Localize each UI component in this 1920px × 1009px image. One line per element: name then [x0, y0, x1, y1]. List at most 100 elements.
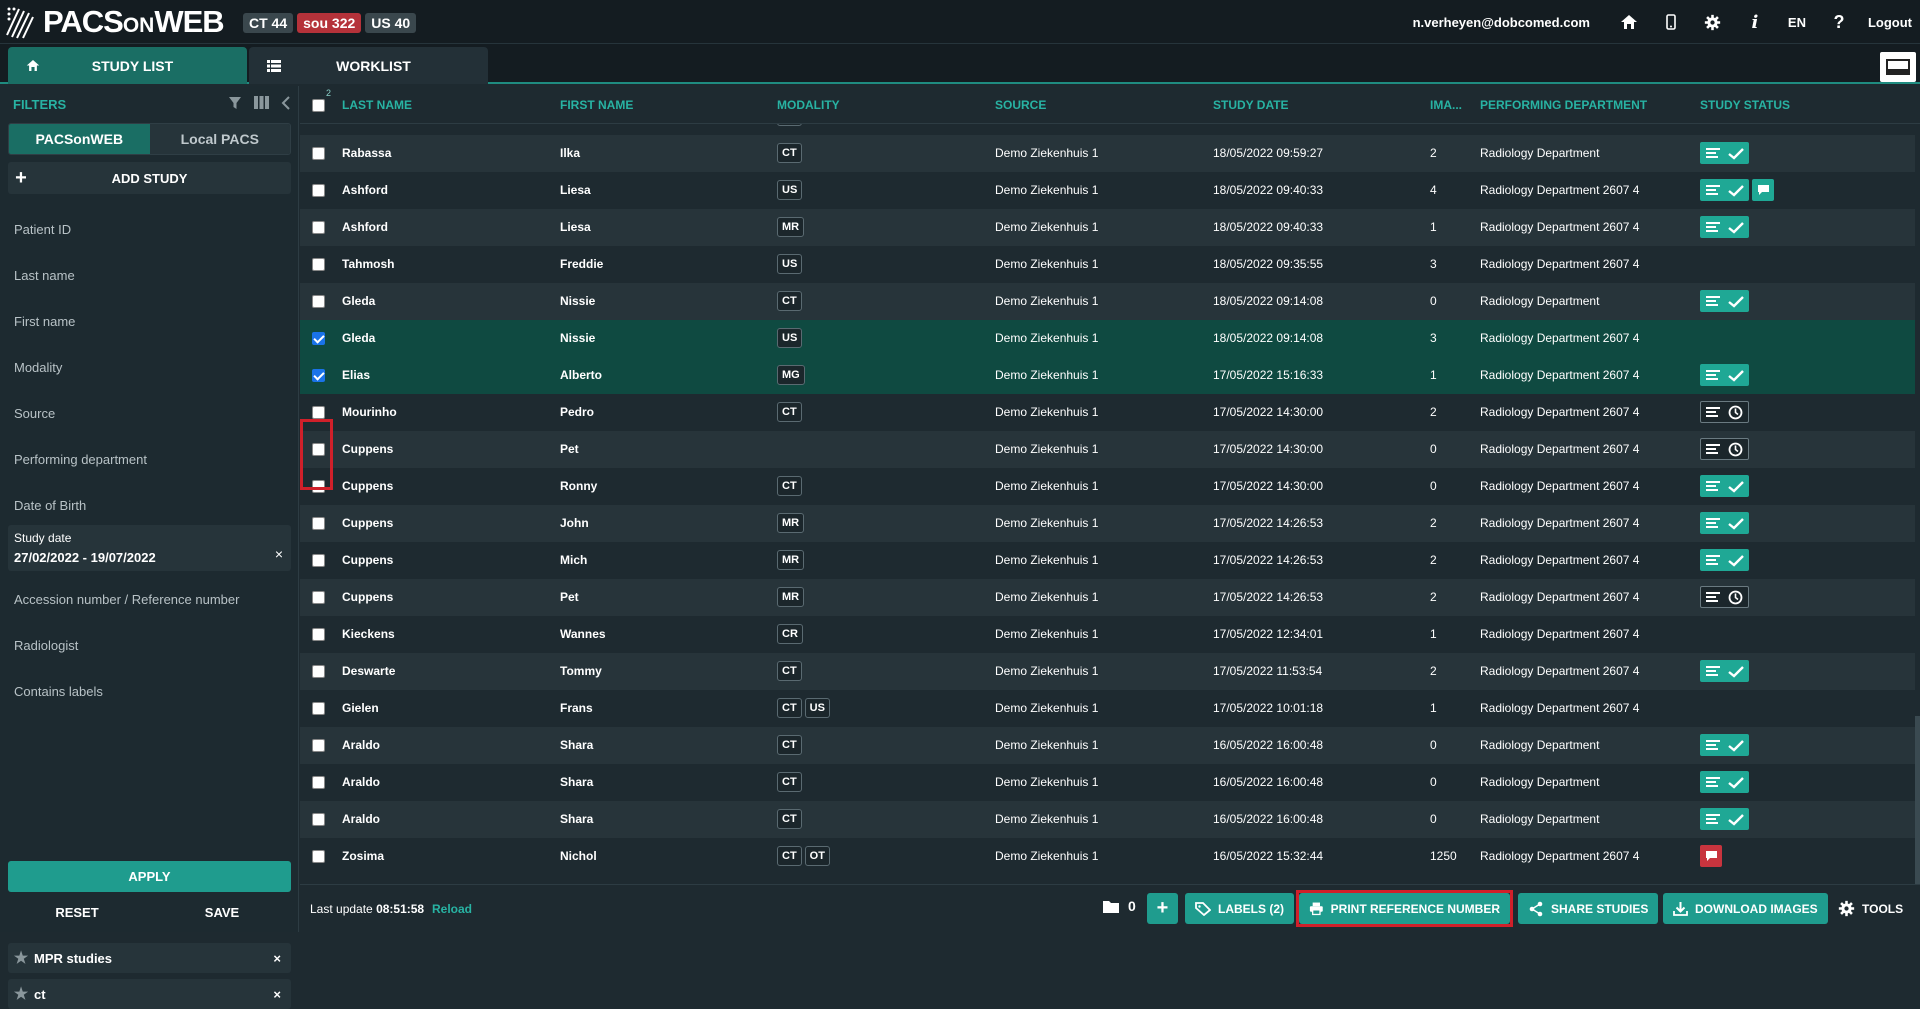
report-pending-status-icon[interactable] — [1700, 438, 1749, 460]
table-row[interactable]: Gielen Frans CT US Demo Ziekenhuis 1 17/05/20… — [300, 690, 1915, 727]
comment-icon[interactable] — [1752, 179, 1774, 201]
select-all-checkbox[interactable] — [312, 99, 325, 112]
row-checkbox[interactable] — [312, 295, 325, 308]
user-email[interactable]: n.verheyen@dobcomed.com — [1412, 14, 1590, 30]
patient-id-field[interactable]: Patient ID — [14, 222, 72, 237]
table-row[interactable]: Deswarte Tommy CT Demo Ziekenhuis 1 17/05/20… — [300, 653, 1915, 690]
col-study-date[interactable]: STUDY DATE — [1213, 98, 1289, 112]
report-approved-status-icon[interactable] — [1700, 179, 1749, 201]
apply-button[interactable]: APPLY — [8, 861, 291, 892]
table-row[interactable]: Cuppens Pet MR Demo Ziekenhuis 1 17/05/2022 … — [300, 579, 1915, 616]
report-approved-status-icon[interactable] — [1700, 771, 1749, 793]
report-approved-status-icon[interactable] — [1700, 142, 1749, 164]
row-checkbox[interactable] — [312, 517, 325, 530]
col-last-name[interactable]: LAST NAME — [342, 98, 412, 112]
modality-badge[interactable]: US 40 — [365, 13, 417, 33]
table-row[interactable]: Cuppens Mich MR Demo Ziekenhuis 1 17/05/2022… — [300, 542, 1915, 579]
share-studies-button[interactable]: SHARE STUDIES — [1518, 893, 1659, 924]
modality-field[interactable]: Modality — [14, 360, 63, 375]
row-checkbox[interactable] — [312, 702, 325, 715]
row-checkbox[interactable] — [312, 665, 325, 678]
table-row[interactable]: Cuppens John MR Demo Ziekenhuis 1 17/05/2022… — [300, 505, 1915, 542]
row-checkbox[interactable] — [312, 258, 325, 271]
home-icon[interactable] — [1608, 0, 1650, 44]
row-checkbox[interactable] — [312, 221, 325, 234]
labels-button[interactable]: LABELS (2) — [1185, 893, 1294, 924]
clear-icon[interactable]: × — [274, 546, 283, 562]
funnel-icon[interactable] — [228, 96, 242, 110]
table-row[interactable]: Araldo Shara CT Demo Ziekenhuis 1 16/05/2022… — [300, 764, 1915, 801]
folder-counter[interactable]: 0 — [1102, 898, 1136, 914]
table-row[interactable]: Kieckens Wannes CR Demo Ziekenhuis 1 17/05/2… — [300, 616, 1915, 653]
modality-badge[interactable]: sou 322 — [297, 13, 362, 33]
comment-alert-icon[interactable] — [1700, 845, 1722, 867]
save-button[interactable]: SAVE — [204, 904, 240, 920]
row-checkbox[interactable] — [312, 850, 325, 863]
reload-link[interactable]: Reload — [432, 902, 473, 916]
table-row[interactable]: Zosima Nichol CT OT Demo Ziekenhuis 1 16/05/2… — [300, 838, 1915, 875]
download-images-button[interactable]: DOWNLOAD IMAGES — [1663, 893, 1828, 924]
table-row[interactable]: Gleda Nissie CT Demo Ziekenhuis 1 18/05/2022… — [300, 283, 1915, 320]
last-name-field[interactable]: Last name — [14, 268, 75, 283]
collapse-chevron-icon[interactable] — [281, 96, 291, 110]
source-pacsonweb-button[interactable]: PACSonWEB — [9, 124, 150, 154]
row-checkbox[interactable] — [312, 628, 325, 641]
col-performing-department[interactable]: PERFORMING DEPARTMENT — [1480, 98, 1648, 112]
radiologist-field[interactable]: Radiologist — [14, 638, 79, 653]
table-row[interactable]: Rabassa Ilka CT Demo Ziekenhuis 1 18/05/2022… — [300, 135, 1915, 172]
row-checkbox[interactable] — [312, 591, 325, 604]
reset-button[interactable]: RESET — [55, 904, 99, 920]
tools-button[interactable]: TOOLS — [1828, 893, 1913, 924]
col-images[interactable]: IMA... — [1430, 98, 1462, 112]
saved-filter-item[interactable]: ★ MPR studies × — [8, 943, 291, 973]
table-row[interactable]: Ashford Liesa US Demo Ziekenhuis 1 18/05/202… — [300, 172, 1915, 209]
info-icon[interactable]: i — [1751, 11, 1759, 33]
add-to-folder-button[interactable]: + — [1147, 893, 1178, 924]
report-pending-status-icon[interactable] — [1700, 586, 1749, 608]
table-row[interactable]: Elias Alberto MG Demo Ziekenhuis 1 17/05/202… — [300, 357, 1915, 394]
tab-worklist[interactable]: WORKLIST — [249, 47, 488, 84]
first-name-field[interactable]: First name — [14, 314, 76, 329]
report-approved-status-icon[interactable] — [1700, 475, 1749, 497]
columns-icon[interactable] — [254, 96, 269, 109]
table-row[interactable]: Cuppens Ronny CT Demo Ziekenhuis 1 17/05/202… — [300, 468, 1915, 505]
row-checkbox[interactable] — [312, 369, 325, 382]
contains-labels-field[interactable]: Contains labels — [14, 684, 103, 699]
report-approved-status-icon[interactable] — [1700, 364, 1749, 386]
table-row[interactable]: Ashford Liesa MR Demo Ziekenhuis 1 18/05/202… — [300, 209, 1915, 246]
table-row[interactable]: Tahmosh Freddie US Demo Ziekenhuis 1 18/05/2… — [300, 246, 1915, 283]
report-approved-status-icon[interactable] — [1700, 290, 1749, 312]
modality-badge[interactable]: CT 44 — [243, 13, 294, 33]
language-selector[interactable]: EN — [1787, 14, 1806, 30]
table-row[interactable]: Araldo Shara CT Demo Ziekenhuis 1 16/05/2022… — [300, 727, 1915, 764]
accession-number-field[interactable]: Accession number / Reference number — [14, 592, 240, 607]
report-approved-status-icon[interactable] — [1700, 808, 1749, 830]
date-of-birth-field[interactable]: Date of Birth — [14, 498, 87, 513]
row-checkbox[interactable] — [312, 147, 325, 160]
row-checkbox[interactable] — [312, 554, 325, 567]
source-local-pacs-button[interactable]: Local PACS — [149, 124, 290, 154]
row-checkbox[interactable] — [312, 739, 325, 752]
close-icon[interactable]: × — [273, 986, 281, 1002]
report-approved-status-icon[interactable] — [1700, 734, 1749, 756]
table-row[interactable]: Gleda Nissie US Demo Ziekenhuis 1 18/05/2022… — [300, 320, 1915, 357]
star-icon[interactable]: ★ — [13, 986, 29, 1003]
report-approved-status-icon[interactable] — [1700, 216, 1749, 238]
saved-filter-item[interactable]: ★ ct × — [8, 979, 291, 1009]
performing-department-field[interactable]: Performing department — [14, 452, 147, 467]
table-row[interactable]: Araldo Shara CT Demo Ziekenhuis 1 16/05/2022… — [300, 801, 1915, 838]
row-checkbox[interactable] — [312, 813, 325, 826]
report-approved-status-icon[interactable] — [1700, 660, 1749, 682]
report-approved-status-icon[interactable] — [1700, 512, 1749, 534]
table-row[interactable]: Mourinho Pedro CT Demo Ziekenhuis 1 17/05/20… — [300, 394, 1915, 431]
row-checkbox[interactable] — [312, 184, 325, 197]
star-icon[interactable]: ★ — [13, 950, 29, 967]
scrollbar-thumb[interactable] — [1915, 716, 1920, 884]
help-icon[interactable]: ? — [1833, 11, 1845, 32]
mobile-icon[interactable] — [1650, 0, 1692, 44]
source-field[interactable]: Source — [14, 406, 56, 421]
study-date-field[interactable]: Study date 27/02/2022 - 19/07/2022 × — [8, 525, 291, 571]
logout-link[interactable]: Logout — [1867, 14, 1912, 30]
row-checkbox[interactable] — [312, 332, 325, 345]
report-pending-status-icon[interactable] — [1700, 401, 1749, 423]
